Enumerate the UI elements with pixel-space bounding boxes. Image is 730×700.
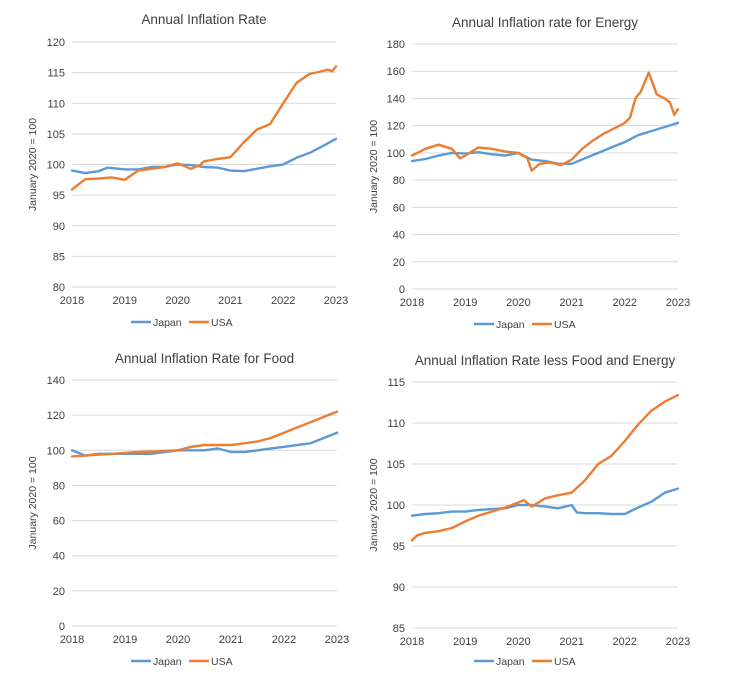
x-tick-label: 2020 bbox=[165, 295, 189, 307]
series-line-usa bbox=[410, 71, 680, 172]
x-tick-label: 2018 bbox=[400, 636, 424, 648]
x-tick-label: 2019 bbox=[453, 636, 477, 648]
y-tick-label: 120 bbox=[47, 37, 65, 49]
y-tick-label: 60 bbox=[393, 202, 405, 214]
chart-core-inflation: Annual Inflation Rate less Food and Ener… bbox=[365, 345, 730, 695]
y-axis-label: January 2020 = 100 bbox=[27, 456, 39, 549]
legend-label: Japan bbox=[153, 317, 182, 329]
legend-label: USA bbox=[554, 319, 576, 331]
chart-annual-inflation: Annual Inflation Rate 80 85 90 95 100 105 110 11… bbox=[0, 0, 365, 345]
y-tick-label: 60 bbox=[53, 516, 65, 528]
y-tick-label: 0 bbox=[399, 284, 405, 296]
y-tick-label: 120 bbox=[47, 410, 65, 422]
chart-title: Annual Inflation Rate for Food bbox=[115, 351, 294, 366]
x-tick-label: 2023 bbox=[666, 636, 690, 648]
y-tick-label: 85 bbox=[53, 251, 65, 263]
y-axis-label: January 2020 = 100 bbox=[368, 120, 380, 213]
series-line-japan bbox=[410, 121, 680, 165]
x-tick-label: 2019 bbox=[113, 295, 137, 307]
chart-svg: Annual Inflation Rate for Food 0 20 40 60 80 1… bbox=[27, 351, 349, 668]
x-tick-label: 2018 bbox=[60, 295, 84, 307]
y-axis-label: January 2020 = 100 bbox=[368, 458, 380, 551]
series-line-usa bbox=[70, 410, 339, 458]
y-tick-label: 90 bbox=[53, 221, 65, 233]
y-tick-label: 95 bbox=[53, 190, 65, 202]
x-tick-label: 2022 bbox=[613, 636, 637, 648]
y-tick-label: 90 bbox=[393, 582, 405, 594]
y-tick-label: 180 bbox=[387, 39, 405, 51]
chart-food-inflation: Annual Inflation Rate for Food 0 20 40 60 80 1… bbox=[0, 345, 365, 695]
y-tick-label: 120 bbox=[387, 121, 405, 133]
chart-energy-inflation: Annual Inflation rate for Energy 0 20 40 60 8… bbox=[365, 0, 730, 345]
y-tick-label: 105 bbox=[47, 129, 65, 141]
chart-title: Annual Inflation rate for Energy bbox=[452, 15, 638, 30]
x-tick-label: 2020 bbox=[506, 636, 530, 648]
x-tick-label: 2023 bbox=[324, 295, 348, 307]
chart-title: Annual Inflation Rate less Food and Ener… bbox=[415, 353, 676, 368]
x-tick-label: 2022 bbox=[613, 297, 637, 309]
legend-label: Japan bbox=[496, 656, 525, 668]
y-tick-label: 115 bbox=[47, 68, 65, 80]
y-tick-label: 20 bbox=[53, 586, 65, 598]
chart-svg: Annual Inflation Rate less Food and Ener… bbox=[368, 353, 690, 668]
y-tick-label: 80 bbox=[53, 480, 65, 492]
y-tick-label: 40 bbox=[53, 551, 65, 563]
x-tick-label: 2022 bbox=[271, 295, 295, 307]
y-tick-label: 110 bbox=[387, 418, 405, 430]
x-tick-label: 2021 bbox=[218, 295, 242, 307]
y-tick-label: 140 bbox=[387, 93, 405, 105]
y-tick-label: 140 bbox=[47, 375, 65, 387]
series-line-japan bbox=[70, 137, 338, 175]
series-line-japan bbox=[410, 487, 680, 517]
legend-label: Japan bbox=[153, 656, 182, 668]
y-tick-label: 100 bbox=[387, 148, 405, 160]
y-tick-label: 100 bbox=[47, 445, 65, 457]
y-tick-label: 95 bbox=[393, 541, 405, 553]
legend-label: USA bbox=[211, 656, 233, 668]
x-tick-label: 2020 bbox=[506, 297, 530, 309]
x-tick-label: 2021 bbox=[559, 636, 583, 648]
x-tick-label: 2019 bbox=[113, 634, 137, 646]
chart-svg: Annual Inflation Rate 80 85 90 95 100 105 110 11… bbox=[27, 12, 348, 329]
y-tick-label: 80 bbox=[53, 282, 65, 294]
legend-label: USA bbox=[554, 656, 576, 668]
y-tick-label: 105 bbox=[387, 459, 405, 471]
y-tick-label: 110 bbox=[47, 98, 65, 110]
y-tick-label: 100 bbox=[387, 500, 405, 512]
x-tick-label: 2018 bbox=[60, 634, 84, 646]
x-tick-label: 2023 bbox=[666, 297, 690, 309]
y-tick-label: 100 bbox=[47, 160, 65, 172]
y-tick-label: 115 bbox=[387, 377, 405, 389]
legend-label: USA bbox=[211, 317, 233, 329]
chart-svg: Annual Inflation rate for Energy 0 20 40 60 8… bbox=[368, 15, 690, 331]
y-tick-label: 80 bbox=[393, 175, 405, 187]
y-tick-label: 40 bbox=[393, 230, 405, 242]
y-tick-label: 160 bbox=[387, 66, 405, 78]
x-tick-label: 2021 bbox=[559, 297, 583, 309]
y-tick-label: 20 bbox=[393, 257, 405, 269]
x-tick-label: 2018 bbox=[400, 297, 424, 309]
x-tick-label: 2021 bbox=[219, 634, 243, 646]
x-tick-label: 2020 bbox=[166, 634, 190, 646]
series-line-usa bbox=[70, 65, 338, 191]
legend-label: Japan bbox=[496, 319, 525, 331]
y-axis-label: January 2020 = 100 bbox=[27, 118, 39, 211]
chart-title: Annual Inflation Rate bbox=[141, 12, 266, 27]
x-tick-label: 2019 bbox=[453, 297, 477, 309]
series-line-usa bbox=[410, 393, 680, 542]
x-tick-label: 2023 bbox=[325, 634, 349, 646]
x-tick-label: 2022 bbox=[272, 634, 296, 646]
y-tick-label: 85 bbox=[393, 623, 405, 635]
y-tick-label: 0 bbox=[59, 621, 65, 633]
